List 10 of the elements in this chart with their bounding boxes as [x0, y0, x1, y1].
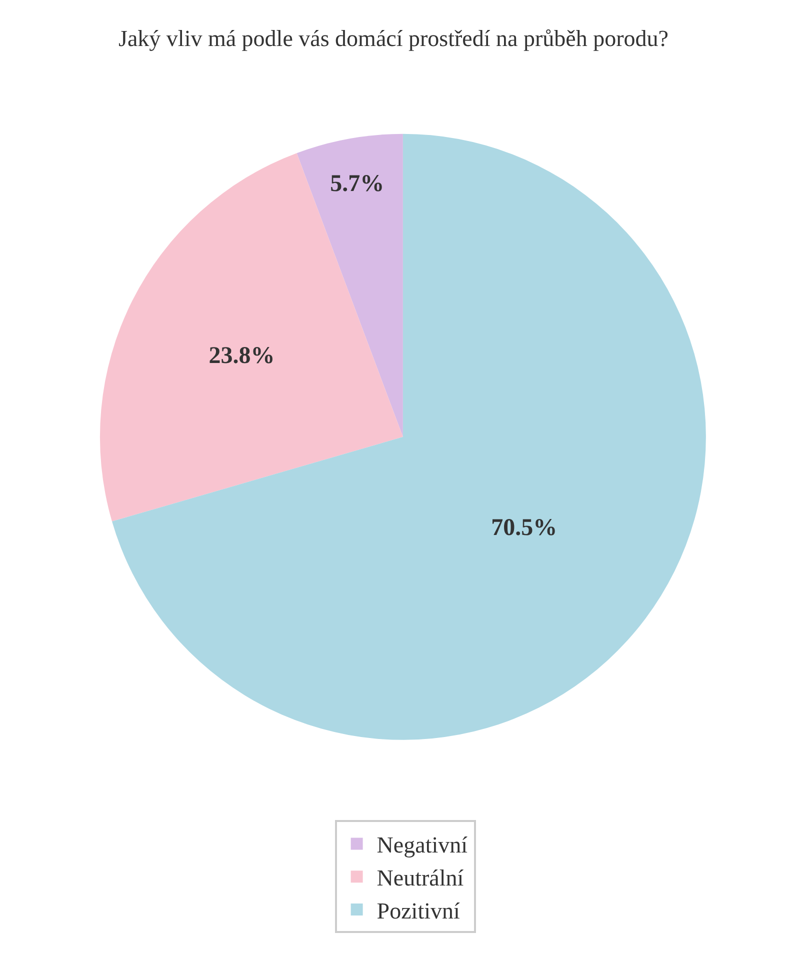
chart-title: Jaký vliv má podle vás domácí prostředí na průběh porodu?	[118, 26, 668, 52]
data-label: 5.7%	[330, 170, 384, 197]
pie-slice	[112, 134, 706, 740]
legend-label: Neutrální	[376, 866, 464, 891]
pie-slice	[296, 134, 403, 437]
legend-label: Negativní	[376, 832, 468, 858]
legend-label: Pozitivní	[376, 898, 460, 924]
pie-slice	[100, 153, 403, 522]
data-label: 70.5%	[491, 514, 558, 541]
data-label: 23.8%	[208, 343, 275, 370]
